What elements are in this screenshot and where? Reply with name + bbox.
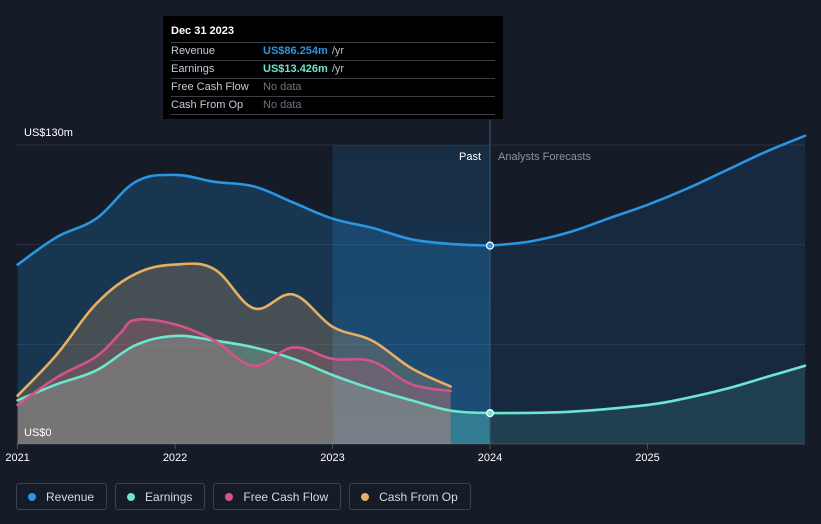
- tooltip-value: No data: [263, 81, 302, 93]
- legend-label: Revenue: [46, 489, 95, 504]
- legend-dot-icon: [361, 492, 370, 501]
- earnings-past-area: [17, 335, 490, 444]
- x-tick-label: 2022: [163, 452, 187, 464]
- cash-from-op-past-area: [17, 263, 451, 444]
- tooltip-label: Free Cash Flow: [171, 81, 249, 93]
- tooltip-value: US$86.254m: [263, 45, 328, 57]
- legend-label: Free Cash Flow: [243, 489, 329, 504]
- past-label: Past: [459, 151, 481, 163]
- legend-item-cash-from-op[interactable]: Cash From Op: [349, 483, 471, 510]
- legend: Revenue Earnings Free Cash Flow Cash Fro…: [16, 483, 471, 510]
- tooltip-row-earnings: Earnings US$13.426m /yr: [171, 60, 495, 78]
- x-tick-label: 2024: [478, 452, 502, 464]
- legend-dot-icon: [28, 492, 36, 501]
- tooltip-unit: /yr: [331, 45, 345, 57]
- x-axis: 2021 2022 2023 2024 2025: [5, 444, 660, 464]
- y-axis-bottom-label: US$0: [24, 427, 52, 439]
- cash-from-op-past-line: [16, 262, 452, 397]
- legend-dot-icon: [225, 492, 234, 501]
- tooltip-date: Dec 31 2023: [171, 25, 234, 37]
- tooltip-row-revenue: Revenue US$86.254m /yr: [171, 42, 495, 60]
- x-tick-label: 2025: [635, 452, 659, 464]
- hover-markers: [485, 241, 495, 418]
- legend-item-free-cash-flow[interactable]: Free Cash Flow: [213, 483, 342, 510]
- free-cash-flow-past-line: [16, 317, 452, 407]
- revenue-forecast-line: [488, 134, 807, 247]
- legend-item-earnings[interactable]: Earnings: [115, 483, 206, 510]
- tooltip-value: No data: [263, 99, 302, 111]
- tooltip-unit: /yr: [331, 63, 345, 75]
- earnings-marker: [485, 409, 495, 418]
- tooltip: Dec 31 2023 Revenue US$86.254m /yr Earni…: [163, 16, 503, 119]
- tooltip-row-cash-from-op: Cash From Op No data: [171, 96, 495, 115]
- revenue-past-line: [16, 173, 492, 266]
- series-lines: [16, 134, 807, 415]
- x-tick-label: 2023: [320, 452, 344, 464]
- tooltip-value: US$13.426m: [263, 63, 328, 75]
- revenue-marker: [485, 241, 495, 250]
- x-tick-label: 2021: [5, 452, 29, 464]
- legend-label: Earnings: [145, 489, 193, 504]
- tooltip-label: Cash From Op: [171, 99, 244, 111]
- tooltip-label: Earnings: [171, 63, 215, 75]
- legend-dot-icon: [127, 492, 136, 501]
- earnings-past-line: [16, 334, 492, 415]
- y-axis-top-label: US$130m: [24, 127, 73, 139]
- tooltip-row-free-cash-flow: Free Cash Flow No data: [171, 78, 495, 96]
- tooltip-label: Revenue: [171, 45, 216, 57]
- forecast-label: Analysts Forecasts: [498, 151, 591, 163]
- past-highlight-region: [332, 145, 491, 444]
- legend-label: Cash From Op: [379, 489, 458, 504]
- revenue-forecast-area: [490, 135, 805, 445]
- legend-item-revenue[interactable]: Revenue: [16, 483, 108, 510]
- earnings-forecast-line: [488, 364, 807, 415]
